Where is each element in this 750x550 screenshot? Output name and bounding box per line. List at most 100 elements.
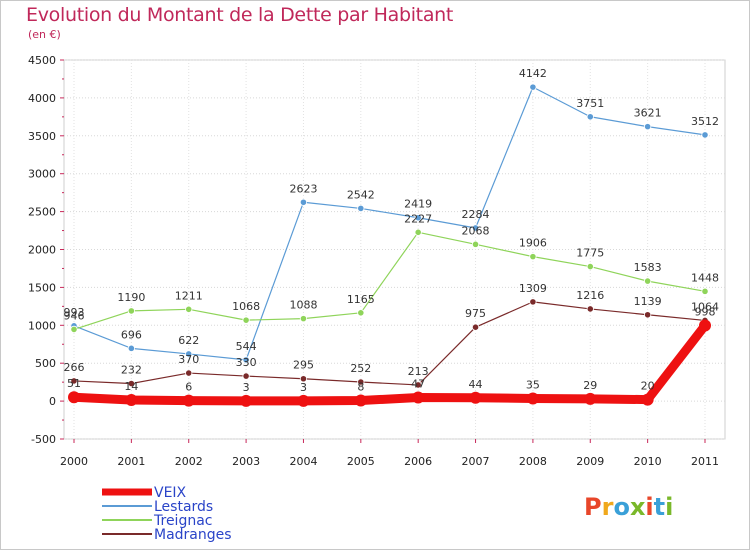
data-label-lestards: 2419 <box>404 198 432 211</box>
data-label-madranges: 213 <box>408 365 429 378</box>
data-label-treignac: 1583 <box>634 261 662 274</box>
data-label-madranges: 1309 <box>519 282 547 295</box>
data-label-veix: 35 <box>526 378 540 391</box>
data-label-lestards: 3512 <box>691 115 719 128</box>
data-point-madranges <box>127 379 135 388</box>
data-label-madranges: 295 <box>293 359 314 372</box>
data-label-madranges: 975 <box>465 307 486 320</box>
data-point-madranges <box>185 369 193 377</box>
data-label-treignac: 946 <box>64 309 85 322</box>
data-label-lestards: 2623 <box>289 182 317 195</box>
data-label-veix: 3 <box>243 381 250 394</box>
data-point-treignac <box>471 240 480 248</box>
data-point-lestards <box>471 224 480 232</box>
data-point-lestards <box>701 131 709 139</box>
x-tick-label: 2009 <box>576 455 604 468</box>
data-label-treignac: 1190 <box>117 291 145 304</box>
data-label-veix: 47 <box>411 378 425 391</box>
data-label-treignac: 2227 <box>404 212 432 225</box>
logo-letter: i <box>645 493 653 521</box>
data-point-veix <box>354 394 367 407</box>
x-tick-label: 2001 <box>117 455 145 468</box>
data-label-veix: 14 <box>124 380 138 393</box>
data-point-veix <box>699 319 711 332</box>
data-label-lestards: 4142 <box>519 67 547 80</box>
data-point-treignac <box>586 262 594 271</box>
logo-letter: i <box>665 493 673 521</box>
data-label-treignac: 2068 <box>462 224 490 237</box>
x-tick-label: 2004 <box>289 455 317 468</box>
data-point-treignac <box>701 287 709 295</box>
y-tick-label: 1000 <box>28 319 56 332</box>
data-point-veix <box>641 393 654 406</box>
data-label-lestards: 993 <box>64 306 85 319</box>
legend-label-treignac: Treignac <box>153 513 212 529</box>
data-point-lestards <box>414 214 422 222</box>
data-label-veix: 998 <box>695 305 716 318</box>
series-line-madranges <box>73 301 706 386</box>
data-point-madranges <box>242 372 250 380</box>
data-label-madranges: 266 <box>64 361 85 374</box>
chart-subtitle: (en €) <box>28 28 61 41</box>
data-point-treignac <box>414 228 422 236</box>
data-label-madranges: 252 <box>350 362 371 375</box>
data-label-veix: 44 <box>469 378 483 391</box>
data-label-treignac: 1068 <box>232 300 260 313</box>
data-point-treignac <box>644 277 652 285</box>
logo-letter: r <box>602 493 614 521</box>
data-point-lestards <box>644 123 652 131</box>
data-point-madranges <box>644 311 652 319</box>
data-point-treignac <box>70 325 78 333</box>
y-tick-label: 500 <box>35 357 56 370</box>
data-point-madranges <box>357 378 365 386</box>
data-label-madranges: 1216 <box>576 289 604 302</box>
y-tick-label: 3000 <box>28 168 56 181</box>
data-point-madranges <box>586 305 594 313</box>
data-point-veix <box>68 391 80 404</box>
x-tick-label: 2005 <box>347 455 375 468</box>
data-point-veix <box>182 394 195 407</box>
data-point-treignac <box>529 253 537 261</box>
data-label-treignac: 1088 <box>289 299 317 312</box>
data-label-treignac: 1906 <box>519 237 547 250</box>
series-line-treignac <box>73 231 706 330</box>
data-point-lestards <box>242 356 250 364</box>
data-label-veix: 8 <box>357 380 364 393</box>
data-label-veix: 51 <box>67 377 81 390</box>
legend-label-lestards: Lestards <box>154 499 213 515</box>
series-line-lestards <box>73 86 706 361</box>
data-point-lestards <box>357 204 365 213</box>
data-point-veix <box>297 394 310 407</box>
data-label-lestards: 696 <box>121 328 142 341</box>
data-point-madranges <box>299 375 308 383</box>
data-label-lestards: 3621 <box>634 107 662 120</box>
data-point-veix <box>469 391 482 404</box>
logo-letter: t <box>654 493 665 521</box>
data-label-madranges: 330 <box>236 356 257 369</box>
data-point-madranges <box>414 381 422 389</box>
data-point-treignac <box>357 309 365 317</box>
data-label-veix: 20 <box>641 380 655 393</box>
x-tick-label: 2003 <box>232 455 260 468</box>
chart-title: Evolution du Montant de la Dette par Hab… <box>26 4 454 26</box>
data-point-madranges <box>529 298 537 306</box>
y-tick-label: 4500 <box>28 54 56 67</box>
legend-label-madranges: Madranges <box>154 527 232 543</box>
y-tick-label: 2500 <box>28 206 56 219</box>
data-point-veix <box>584 392 597 405</box>
data-point-madranges <box>70 377 78 385</box>
series-line-veix <box>69 320 710 406</box>
data-point-veix <box>125 394 138 407</box>
x-tick-label: 2000 <box>60 455 88 468</box>
x-tick-label: 2006 <box>404 455 432 468</box>
data-label-veix: 3 <box>300 381 307 394</box>
data-point-lestards <box>299 198 308 206</box>
proxiti-logo: Proxiti <box>584 493 673 521</box>
data-point-lestards <box>586 113 594 121</box>
logo-letter: o <box>613 493 630 521</box>
data-label-veix: 6 <box>185 381 192 394</box>
y-tick-label: 1500 <box>28 281 56 294</box>
y-tick-label: 4000 <box>28 92 56 105</box>
y-tick-label: -500 <box>31 433 56 446</box>
legend-label-veix: VEIX <box>154 485 187 501</box>
